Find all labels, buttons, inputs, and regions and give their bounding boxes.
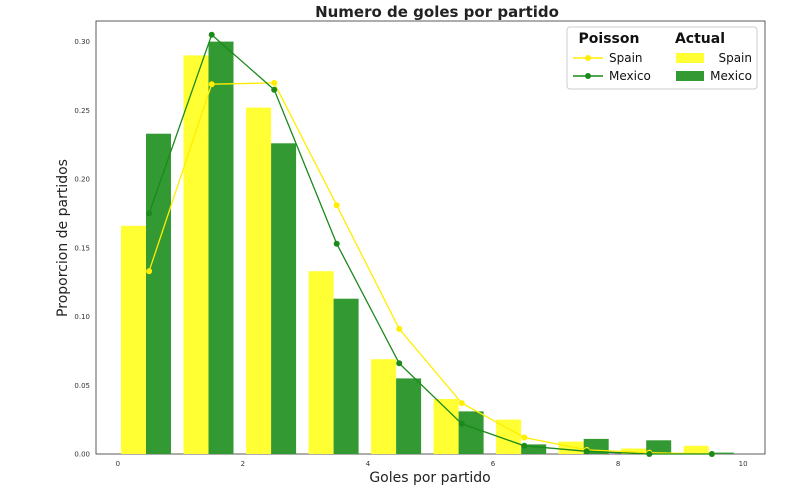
poisson-point-spain-1 xyxy=(208,81,215,88)
x-axis-label: Goles por partido xyxy=(369,470,490,486)
bar-mexico-4 xyxy=(396,378,422,454)
legend: Poisson Actual Spain Mexico Spain Mexico xyxy=(566,26,758,90)
legend-actual-header: Actual xyxy=(675,31,725,47)
poisson-point-mexico-3 xyxy=(333,240,340,247)
bar-spain-0 xyxy=(121,225,146,454)
bar-spain-8 xyxy=(621,448,647,454)
x-tick-label: 6 xyxy=(491,460,496,468)
poisson-point-mexico-2 xyxy=(271,86,278,93)
poisson-line-mexico xyxy=(148,33,712,455)
y-tick-label: 0.00 xyxy=(74,451,90,459)
y-tick-label: 0.30 xyxy=(74,38,90,46)
poisson-lines-group xyxy=(146,31,715,457)
poisson-point-mexico-1 xyxy=(208,31,215,38)
poisson-line-spain xyxy=(148,82,712,455)
x-tick-label: 4 xyxy=(366,460,371,468)
bar-spain-9 xyxy=(683,445,709,454)
poisson-point-spain-4 xyxy=(396,325,403,332)
bar-mexico-8 xyxy=(646,440,672,454)
bar-mexico-3 xyxy=(333,298,359,454)
bar-spain-2 xyxy=(246,107,272,454)
x-tick-label: 2 xyxy=(241,460,245,468)
x-tick-label: 10 xyxy=(739,460,748,468)
x-axis-ticks: 0 2 4 6 8 10 xyxy=(116,460,748,468)
y-tick-label: 0.10 xyxy=(74,313,90,321)
bar-mexico-6 xyxy=(521,444,547,454)
poisson-point-mexico-5 xyxy=(458,420,465,427)
poisson-point-mexico-8 xyxy=(646,451,653,457)
poisson-point-spain-0 xyxy=(146,268,153,275)
bar-spain-7 xyxy=(558,441,584,454)
y-tick-label: 0.15 xyxy=(74,244,90,252)
bar-mexico-2 xyxy=(271,143,297,455)
y-tick-label: 0.05 xyxy=(74,382,90,390)
chart-title: Numero de goles por partido xyxy=(315,3,559,21)
bar-spain-3 xyxy=(308,271,334,454)
legend-actual-spain-swatch xyxy=(676,53,704,63)
legend-poisson-mexico-label: Mexico xyxy=(609,69,651,83)
y-tick-label: 0.25 xyxy=(74,107,90,115)
poisson-point-spain-2 xyxy=(271,79,278,86)
legend-poisson-spain-marker xyxy=(585,55,591,61)
bar-mexico-5 xyxy=(458,411,484,454)
poisson-point-spain-6 xyxy=(521,434,528,441)
poisson-point-spain-5 xyxy=(458,400,465,407)
poisson-point-mexico-6 xyxy=(521,442,528,449)
legend-actual-spain-label: Spain xyxy=(718,51,752,65)
bar-mexico-0 xyxy=(146,133,171,454)
bar-spain-5 xyxy=(433,399,459,454)
bar-mexico-1 xyxy=(208,41,234,454)
x-tick-label: 0 xyxy=(116,460,120,468)
poisson-point-spain-3 xyxy=(333,202,340,209)
bar-spain-4 xyxy=(371,359,397,454)
x-tick-label: 8 xyxy=(616,460,620,468)
legend-poisson-spain-label: Spain xyxy=(609,51,643,65)
legend-poisson-header: Poisson xyxy=(579,31,640,47)
poisson-point-mexico-0 xyxy=(146,210,153,217)
bar-spain-1 xyxy=(183,55,209,455)
legend-actual-mexico-label: Mexico xyxy=(710,69,752,83)
legend-poisson-mexico-marker xyxy=(585,73,591,79)
poisson-point-mexico-7 xyxy=(583,448,590,455)
bar-mexico-9 xyxy=(708,452,734,454)
y-axis-ticks: 0.00 0.05 0.10 0.15 0.20 0.25 0.30 xyxy=(74,38,90,458)
y-tick-label: 0.20 xyxy=(74,176,90,184)
legend-box xyxy=(566,26,758,90)
poisson-point-mexico-4 xyxy=(396,360,403,367)
legend-actual-mexico-swatch xyxy=(676,71,704,81)
poisson-point-mexico-9 xyxy=(708,451,715,457)
y-axis-label: Proporcion de partidos xyxy=(55,159,71,317)
